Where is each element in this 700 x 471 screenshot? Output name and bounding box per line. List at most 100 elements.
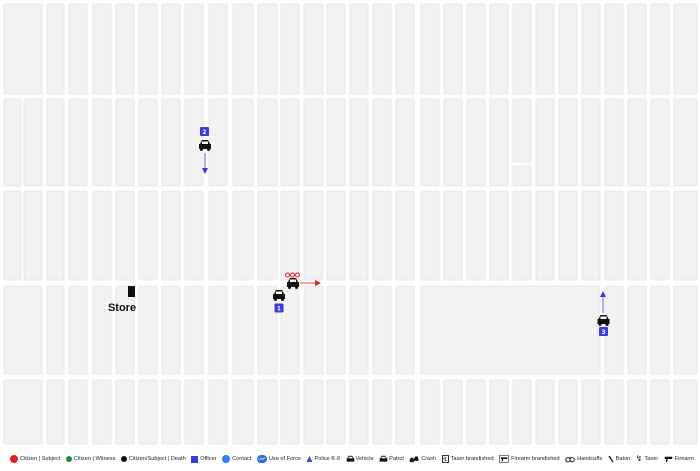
city-block — [489, 3, 509, 95]
city-block — [161, 98, 181, 187]
city-block — [558, 98, 578, 187]
city-block — [161, 3, 181, 95]
city-block — [395, 190, 415, 281]
firearm-brandished-icon — [499, 455, 509, 463]
city-block — [395, 3, 415, 95]
city-block — [184, 190, 204, 281]
legend-item-vehicle: Vehicle — [346, 455, 374, 463]
city-block — [349, 190, 369, 281]
city-block — [395, 379, 415, 445]
city-block — [3, 3, 43, 95]
city-block — [420, 285, 601, 375]
city-block — [443, 98, 463, 187]
legend-label: Use of Force — [268, 456, 301, 462]
vehicle-icon — [346, 455, 354, 463]
city-block — [326, 190, 346, 281]
city-block — [115, 190, 135, 281]
contact-icon — [222, 455, 231, 463]
city-block — [372, 190, 392, 281]
legend-label: Citizen | Subject — [20, 456, 61, 462]
city-block — [280, 190, 300, 281]
city-block — [489, 98, 509, 187]
city-block — [512, 165, 532, 187]
city-block — [46, 379, 65, 445]
city-block — [443, 379, 463, 445]
officer-1-group[interactable]: 1 — [273, 290, 285, 313]
legend-label: Handcuffs — [577, 456, 603, 462]
city-block — [92, 379, 112, 445]
city-block — [46, 98, 65, 187]
city-block — [115, 3, 135, 95]
citizen-subject-dot-icon — [290, 272, 295, 278]
city-block — [512, 3, 532, 95]
city-block — [581, 190, 601, 281]
city-block — [138, 98, 158, 187]
city-block — [184, 379, 204, 445]
store-landmark[interactable]: Store — [108, 286, 136, 314]
city-block — [420, 3, 440, 95]
legend-label: Firearm — [674, 456, 694, 462]
legend-label: Officer — [200, 456, 217, 462]
city-block — [558, 3, 578, 95]
city-block — [232, 285, 254, 375]
officer-2-group[interactable]: 2 — [199, 127, 211, 174]
black-dot-icon — [120, 456, 127, 462]
city-block — [257, 379, 278, 445]
city-block — [184, 3, 204, 95]
city-block — [303, 285, 324, 375]
baton-icon — [608, 455, 614, 463]
legend-label: Citizen/Subject | Death — [128, 456, 186, 462]
city-block — [303, 3, 324, 95]
city-block — [372, 285, 392, 375]
legend-label: Contact — [232, 456, 252, 462]
firearm-icon — [664, 455, 673, 463]
city-block — [303, 379, 324, 445]
legend-label: Police K-9 — [314, 456, 341, 462]
city-block — [46, 190, 65, 281]
city-block — [3, 190, 22, 281]
city-block — [372, 379, 392, 445]
officer-3-group[interactable]: 3 — [597, 291, 610, 336]
city-block — [650, 98, 670, 187]
city-block — [232, 190, 254, 281]
city-block — [92, 190, 112, 281]
blue-square-icon — [191, 455, 199, 463]
legend-item-citizen-death: Citizen/Subject | Death — [120, 456, 186, 462]
city-block — [280, 98, 300, 187]
city-block — [650, 190, 670, 281]
city-block — [489, 379, 509, 445]
city-block — [161, 285, 181, 375]
legend-label: Patrol — [389, 456, 404, 462]
city-block — [257, 3, 278, 95]
city-block — [326, 98, 346, 187]
officer-badge-icon — [599, 327, 608, 336]
city-block — [673, 190, 698, 281]
city-block — [68, 3, 88, 95]
officer-badge-number: 2 — [202, 129, 206, 136]
city-block — [395, 285, 415, 375]
legend-label: Baton — [615, 456, 631, 462]
use-of-force-icon: UoF — [256, 455, 267, 463]
k9-icon: ▲ — [306, 454, 313, 463]
city-block — [512, 379, 532, 445]
city-block — [138, 379, 158, 445]
incident-map[interactable]: Store 2 1 — [0, 0, 700, 447]
city-block — [184, 98, 204, 187]
city-block — [280, 3, 300, 95]
patrol-car-icon — [597, 315, 610, 326]
city-block — [3, 379, 43, 445]
legend-item-k9: ▲ Police K-9 — [306, 455, 340, 463]
legend-label: Crash — [421, 456, 437, 462]
city-block — [92, 98, 112, 187]
subject-vehicle-group[interactable] — [285, 272, 322, 289]
city-block — [581, 3, 601, 95]
legend-item-patrol: Patrol — [379, 455, 404, 463]
officer-badge-number: 1 — [277, 306, 281, 313]
city-block — [349, 379, 369, 445]
city-block — [184, 285, 204, 375]
city-block — [535, 190, 555, 281]
city-block — [68, 285, 88, 375]
city-block — [420, 379, 440, 445]
city-block — [23, 98, 43, 187]
city-block — [466, 98, 486, 187]
